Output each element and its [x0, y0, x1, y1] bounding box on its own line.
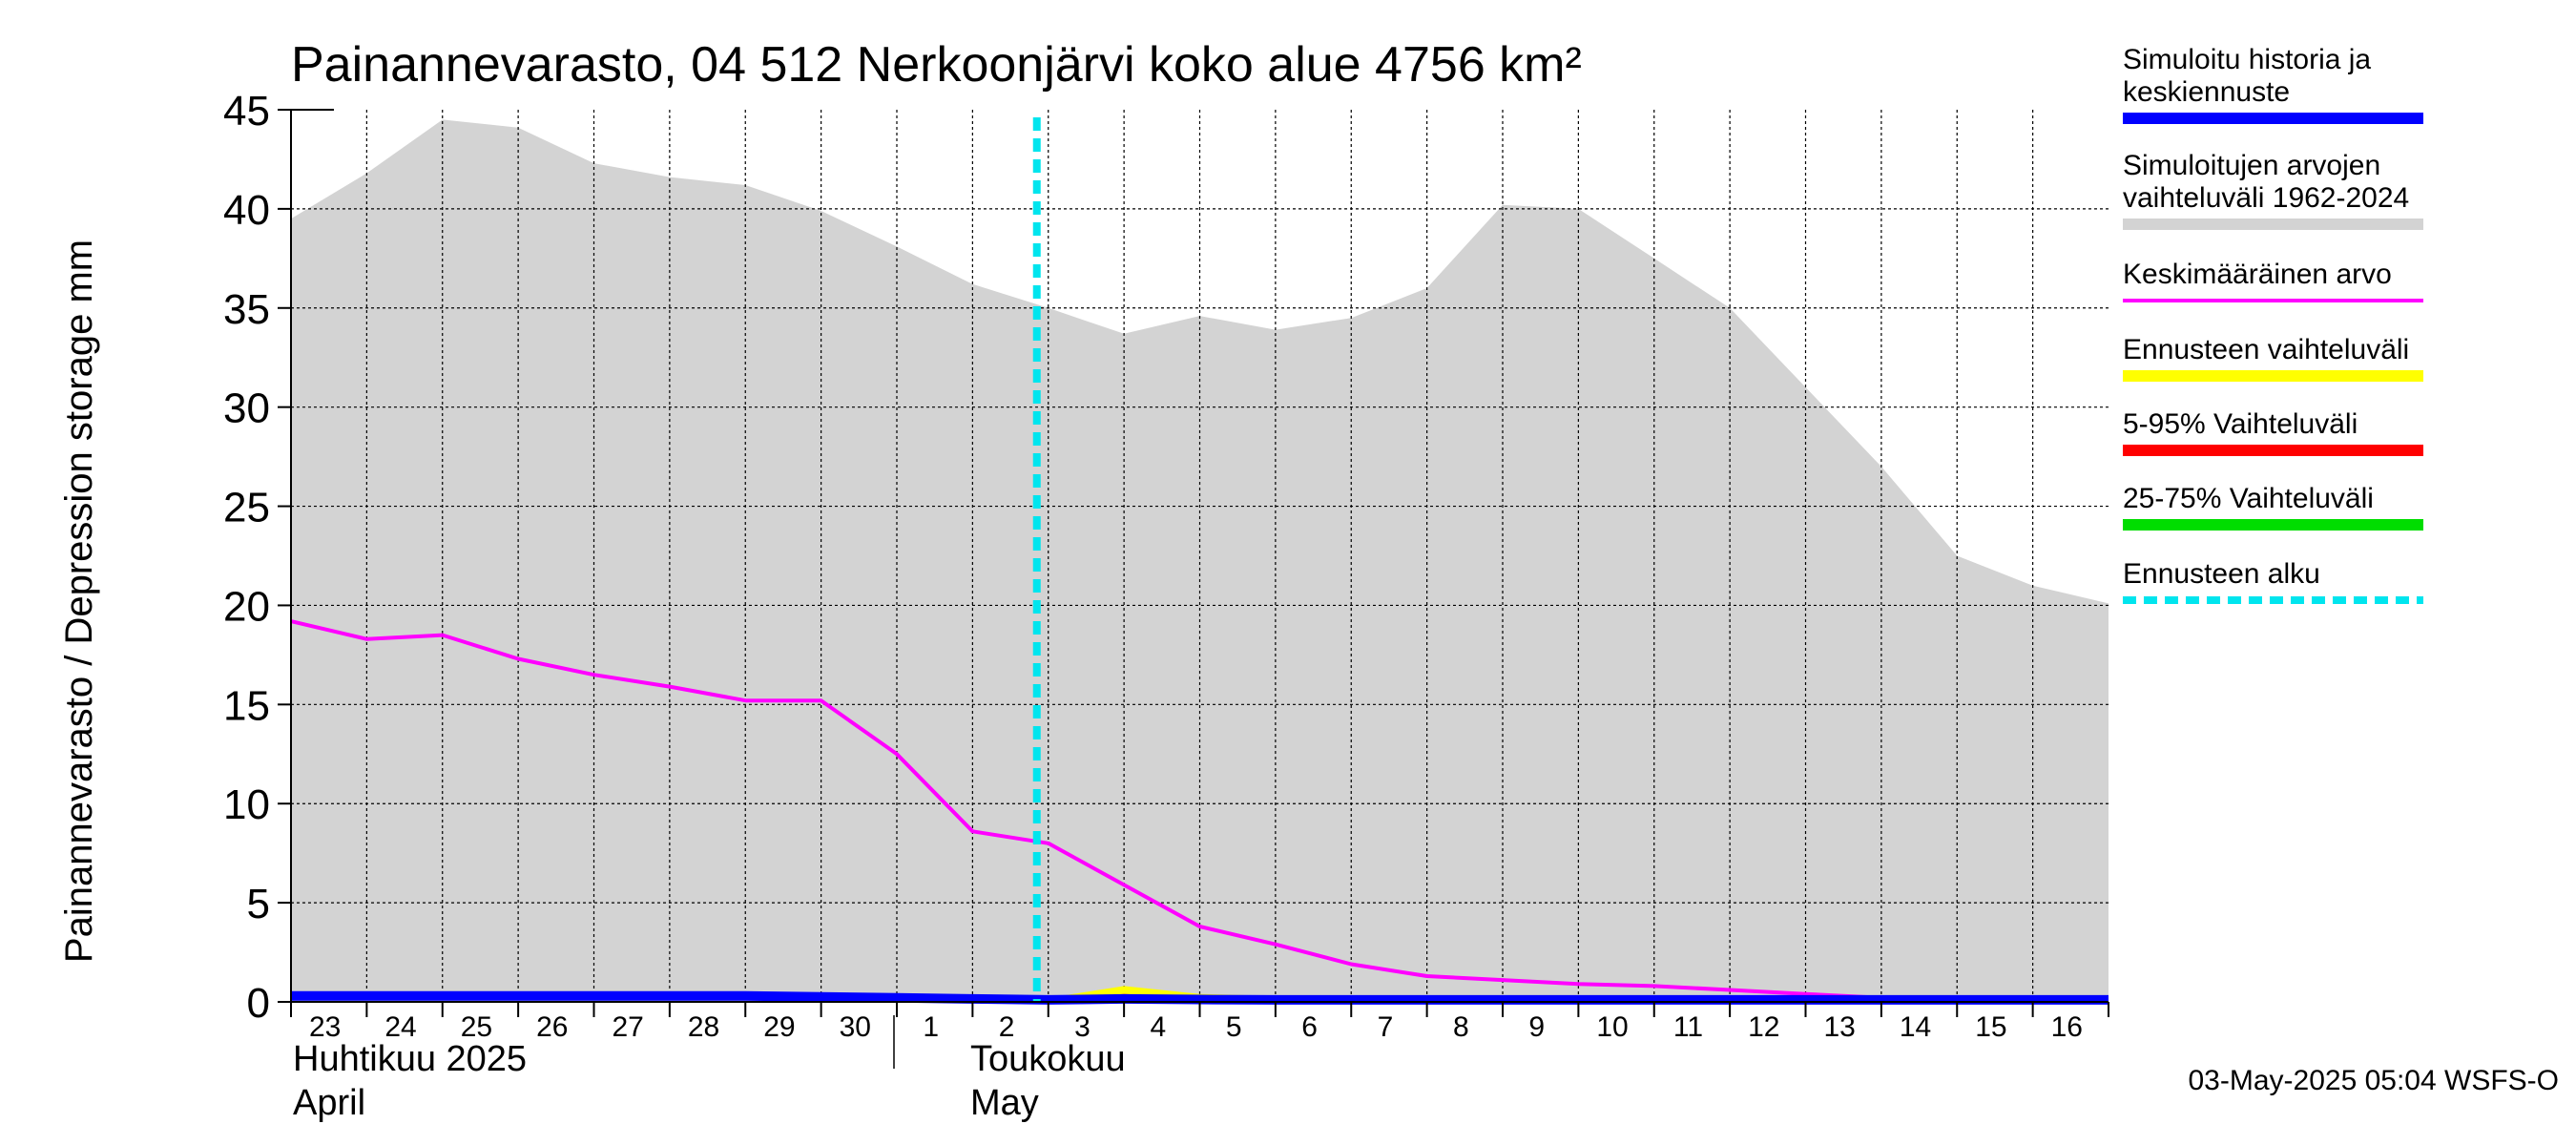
- y-tick-label: 25: [223, 485, 270, 531]
- x-day-label: 26: [536, 1011, 568, 1043]
- x-day-label: 29: [763, 1011, 795, 1043]
- x-day-label: 24: [384, 1011, 416, 1043]
- legend-label: vaihteluväli 1962-2024: [2123, 182, 2409, 214]
- plot-area: [290, 110, 2109, 1005]
- y-tick-label: 0: [247, 980, 270, 1027]
- legend-label: 5-95% Vaihteluväli: [2123, 408, 2358, 440]
- legend-label: Keskimääräinen arvo: [2123, 259, 2392, 290]
- x-month-label: Huhtikuu 2025: [293, 1039, 527, 1079]
- legend-label: Ennusteen vaihteluväli: [2123, 334, 2409, 365]
- legend-label: Ennusteen alku: [2123, 558, 2320, 590]
- historical-range-band: [291, 119, 2109, 1002]
- y-tick-label: 45: [223, 88, 270, 135]
- x-month-label: April: [293, 1083, 365, 1123]
- x-day-label: 12: [1748, 1011, 1779, 1043]
- x-day-label: 15: [1975, 1011, 2006, 1043]
- footer-timestamp: 03-May-2025 05:04 WSFS-O: [2189, 1065, 2560, 1096]
- y-tick-label: 30: [223, 385, 270, 432]
- y-tick-label: 40: [223, 187, 270, 234]
- legend-label: 25-75% Vaihteluväli: [2123, 483, 2374, 514]
- x-day-label: 25: [461, 1011, 492, 1043]
- mean-line: [290, 619, 2109, 1004]
- y-tick-label: 15: [223, 682, 270, 729]
- x-day-label: 23: [309, 1011, 341, 1043]
- y-axis-label: Painannevarasto / Depression storage mm: [58, 239, 100, 963]
- x-day-label: 30: [840, 1011, 871, 1043]
- chart-title: Painannevarasto, 04 512 Nerkoonjärvi kok…: [291, 37, 1582, 93]
- x-day-label: 10: [1596, 1011, 1628, 1043]
- x-day-label: 7: [1378, 1011, 1394, 1043]
- x-day-label: 11: [1673, 1011, 1703, 1043]
- x-day-label: 28: [688, 1011, 719, 1043]
- x-day-label: 9: [1528, 1011, 1545, 1043]
- y-tick-label: 10: [223, 781, 270, 828]
- x-day-label: 5: [1226, 1011, 1242, 1043]
- x-month-label: Toukokuu: [970, 1039, 1126, 1079]
- x-day-label: 1: [923, 1011, 939, 1043]
- x-day-label: 14: [1900, 1011, 1931, 1043]
- x-day-label: 6: [1301, 1011, 1318, 1043]
- legend-label: Simuloitu historia ja: [2123, 44, 2371, 75]
- x-day-label: 27: [613, 1011, 644, 1043]
- y-tick-label: 20: [223, 583, 270, 630]
- legend-label: Simuloitujen arvojen: [2123, 150, 2380, 181]
- y-tick-label: 35: [223, 286, 270, 333]
- x-day-label: 13: [1824, 1011, 1856, 1043]
- x-day-label: 3: [1074, 1011, 1091, 1043]
- x-day-label: 4: [1150, 1011, 1166, 1043]
- simulated-history-line: [291, 990, 2109, 1005]
- legend-label: keskiennuste: [2123, 76, 2290, 108]
- x-month-label: May: [970, 1083, 1039, 1123]
- y-tick-label: 5: [247, 881, 270, 927]
- x-day-label: 16: [2051, 1011, 2083, 1043]
- x-day-label: 8: [1453, 1011, 1469, 1043]
- x-day-label: 2: [999, 1011, 1015, 1043]
